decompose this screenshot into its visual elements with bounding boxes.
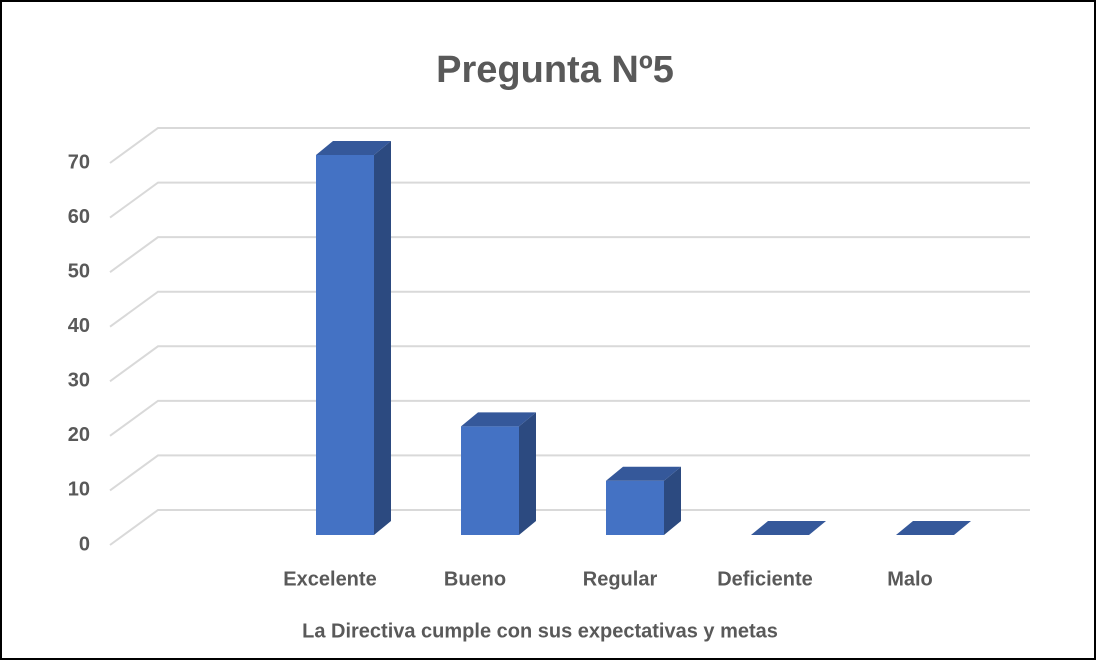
bar <box>751 521 826 535</box>
grid-line <box>109 181 1030 219</box>
grid-line <box>109 290 1030 328</box>
bar <box>896 521 971 535</box>
x-tick-label: Bueno <box>444 568 506 590</box>
y-tick-label: 70 <box>68 151 90 173</box>
y-tick-label: 0 <box>79 533 90 555</box>
x-axis-title: La Directiva cumple con sus expectativas… <box>302 620 778 642</box>
y-tick-label: 20 <box>68 424 90 446</box>
grid-line <box>109 236 1030 273</box>
y-tick-label: 60 <box>68 206 90 228</box>
bar-top <box>896 521 971 535</box>
grid-line <box>109 345 1030 383</box>
bar-side <box>374 141 391 535</box>
bar-side <box>664 466 681 535</box>
y-tick-label: 30 <box>68 370 90 392</box>
x-tick-label: Excelente <box>283 568 376 590</box>
x-tick-label: Deficiente <box>717 568 813 590</box>
bar <box>316 141 391 535</box>
x-tick-label: Regular <box>583 568 658 590</box>
bar-top <box>751 521 826 535</box>
bar-top <box>606 466 681 481</box>
bar <box>606 466 681 535</box>
bar <box>461 412 536 535</box>
grid-line <box>109 399 1030 437</box>
bar-front <box>461 426 519 535</box>
y-tick-label: 40 <box>68 315 90 337</box>
x-tick-label: Malo <box>887 568 933 590</box>
grid-line <box>109 127 1030 164</box>
bar-front <box>606 480 664 535</box>
bar-side <box>519 412 536 535</box>
bar-front <box>316 155 374 535</box>
grid-line <box>109 509 1030 546</box>
y-tick-label: 50 <box>68 260 90 282</box>
bar-top <box>316 141 391 155</box>
chart-title: Pregunta Nº5 <box>436 49 674 91</box>
bar-top <box>461 412 536 427</box>
y-tick-label: 10 <box>68 479 90 501</box>
grid-line <box>109 454 1030 492</box>
